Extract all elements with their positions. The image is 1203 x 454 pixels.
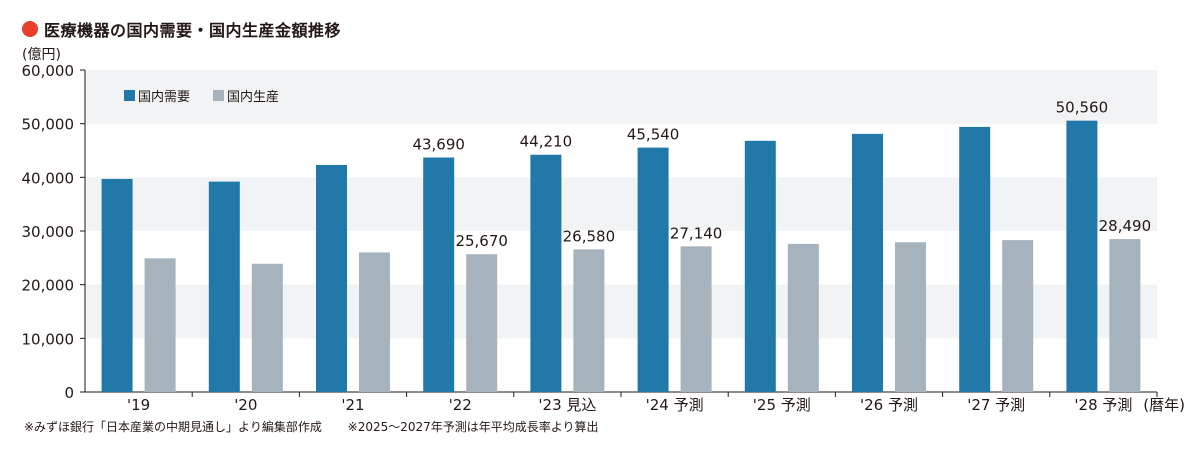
bar-production	[787, 243, 819, 392]
data-label-demand: 50,560	[1056, 99, 1109, 117]
y-unit-label: (億円)	[22, 47, 61, 63]
bar-production	[573, 249, 605, 392]
footnote-source: ※みずほ銀行「日本産業の中期見通し」より編集部作成	[24, 420, 322, 434]
bar-demand	[423, 157, 455, 392]
x-tick-label: '28 予測	[1074, 396, 1132, 414]
grid-band	[85, 284, 1157, 339]
bar-demand	[744, 140, 776, 392]
y-tick-label: 20,000	[22, 277, 75, 295]
bar-production	[680, 246, 712, 392]
bar-demand	[959, 126, 991, 393]
x-tick-label: '22	[449, 396, 472, 414]
bar-production	[895, 242, 926, 392]
data-label-demand: 43,690	[412, 136, 465, 154]
bar-chart: 0 10,000 20,000 30,000 40,000 50,000 60,000(億円…	[22, 47, 1186, 414]
y-tick-label: 10,000	[22, 330, 75, 348]
y-tick-label: 0	[64, 384, 74, 402]
chart-title-row: 医療機器の国内需要・国内生産金額推移	[22, 16, 341, 42]
x-tick-label: '19	[127, 396, 150, 414]
x-tick-label: '20	[234, 396, 257, 414]
data-label-demand: 44,210	[520, 133, 573, 151]
red-dot-icon	[22, 21, 38, 37]
data-label-production: 27,140	[670, 224, 723, 242]
bar-demand	[637, 147, 669, 392]
chart-title: 医療機器の国内需要・国内生産金額推移	[44, 21, 342, 40]
legend-swatch-demand	[124, 90, 135, 101]
data-label-production: 28,490	[1099, 217, 1152, 235]
bar-production	[1109, 239, 1141, 392]
bar-production	[359, 252, 390, 392]
bar-demand	[316, 164, 347, 392]
data-label-production: 25,670	[455, 232, 508, 250]
x-tick-label: '24 予測	[646, 396, 704, 414]
y-tick-label: 50,000	[22, 116, 75, 134]
x-tick-label: '25 予測	[753, 396, 811, 414]
bar-production	[1002, 240, 1034, 392]
bar-production	[466, 254, 498, 392]
x-tick-label: '21	[341, 396, 364, 414]
grid-band	[85, 177, 1157, 231]
bar-production	[144, 258, 176, 392]
x-unit-label: (暦年)	[1143, 396, 1185, 414]
bar-demand	[530, 154, 562, 392]
x-tick-label: '27 予測	[967, 396, 1025, 414]
bar-demand	[208, 181, 240, 392]
bar-demand	[101, 178, 133, 392]
bar-demand	[852, 133, 883, 392]
y-tick-label: 40,000	[22, 169, 75, 187]
bar-demand	[1066, 120, 1098, 393]
y-tick-label: 30,000	[22, 223, 75, 241]
legend-label-production: 国内生産	[227, 89, 279, 105]
data-label-demand: 45,540	[627, 126, 680, 144]
legend-label-demand: 国内需要	[138, 89, 190, 105]
y-tick-label: 60,000	[22, 62, 75, 80]
footnote-method: ※2025～2027年予測は年平均成長率より算出	[347, 420, 599, 434]
x-tick-label: '26 予測	[860, 396, 918, 414]
x-tick-label: '23 見込	[538, 396, 596, 414]
bar-production	[251, 263, 283, 392]
footnotes: ※みずほ銀行「日本産業の中期見通し」より編集部作成 ※2025～2027年予測は…	[24, 418, 621, 435]
grid-band	[85, 70, 1157, 124]
data-label-production: 26,580	[563, 227, 616, 245]
legend-swatch-production	[213, 90, 224, 101]
